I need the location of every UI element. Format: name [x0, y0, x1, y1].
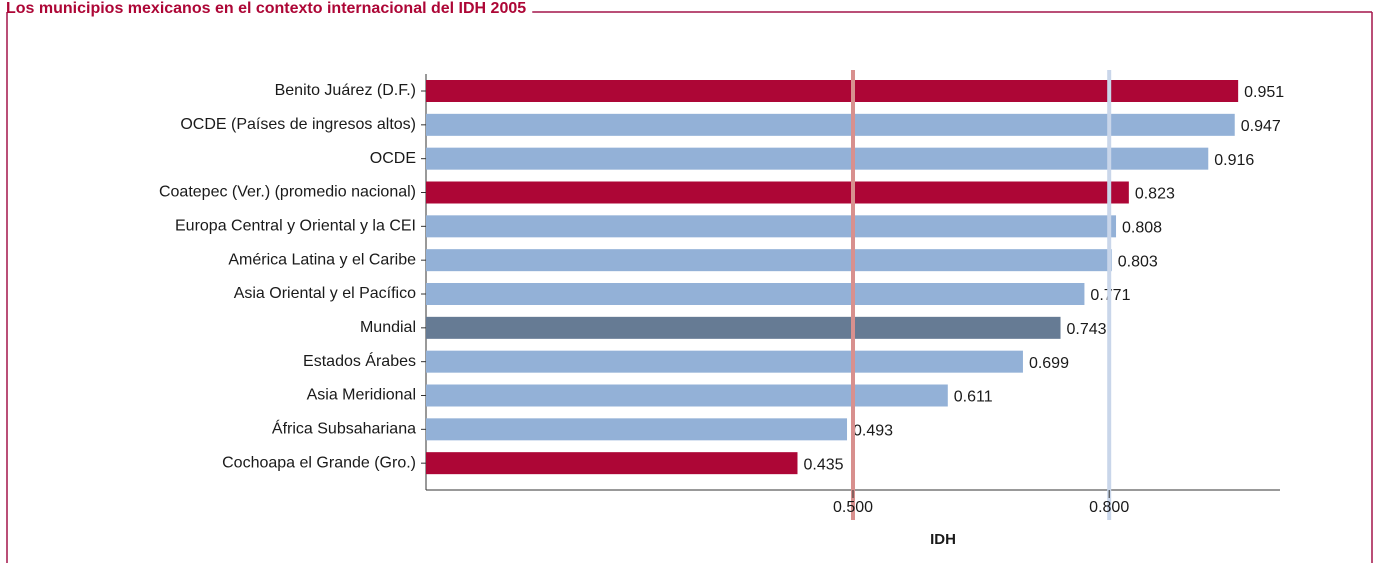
y-tick-label: OCDE (Países de ingresos altos) [180, 116, 416, 133]
y-tick-label: Estados Árabes [303, 351, 416, 370]
chart-title: Los municipios mexicanos en el contexto … [6, 0, 526, 17]
value-label: 0.493 [853, 423, 893, 440]
bar [426, 283, 1085, 305]
bar [426, 452, 798, 475]
y-tick-label: Asia Meridional [307, 387, 416, 404]
x-tick-label: 0.500 [833, 499, 873, 516]
value-label: 0.808 [1122, 220, 1162, 237]
value-label: 0.699 [1029, 355, 1069, 372]
bar [426, 215, 1117, 238]
bar [426, 249, 1112, 272]
y-tick-label: Coatepec (Ver.) (promedio nacional) [159, 184, 416, 201]
y-tick-label: Europa Central y Oriental y la CEI [175, 218, 416, 235]
x-tick-label: 0.800 [1089, 499, 1129, 516]
x-axis-label: IDH [930, 531, 956, 548]
value-label: 0.947 [1241, 118, 1281, 135]
y-tick-label: África Subsahariana [272, 419, 416, 438]
bar [426, 181, 1129, 204]
y-tick-label: Cochoapa el Grande (Gro.) [222, 454, 416, 471]
bar [426, 384, 948, 407]
bar [426, 80, 1239, 102]
y-tick-label: Mundial [360, 319, 416, 336]
value-label: 0.611 [954, 389, 993, 406]
value-label: 0.803 [1118, 253, 1158, 270]
bar [426, 113, 1235, 136]
y-tick-label: América Latina y el Caribe [228, 251, 416, 268]
y-tick-label: OCDE [370, 150, 416, 167]
value-label: 0.435 [803, 456, 843, 473]
bar [426, 316, 1061, 339]
bar [426, 350, 1023, 373]
y-tick-label: Benito Juárez (D.F.) [275, 82, 416, 99]
value-label: 0.951 [1244, 84, 1284, 101]
y-tick-label: Asia Oriental y el Pacífico [234, 285, 416, 302]
frame [6, 12, 1373, 563]
bar [426, 418, 848, 441]
bar [426, 147, 1209, 170]
value-label: 0.743 [1067, 321, 1107, 338]
value-label: 0.823 [1135, 186, 1175, 203]
value-label: 0.916 [1214, 152, 1254, 169]
